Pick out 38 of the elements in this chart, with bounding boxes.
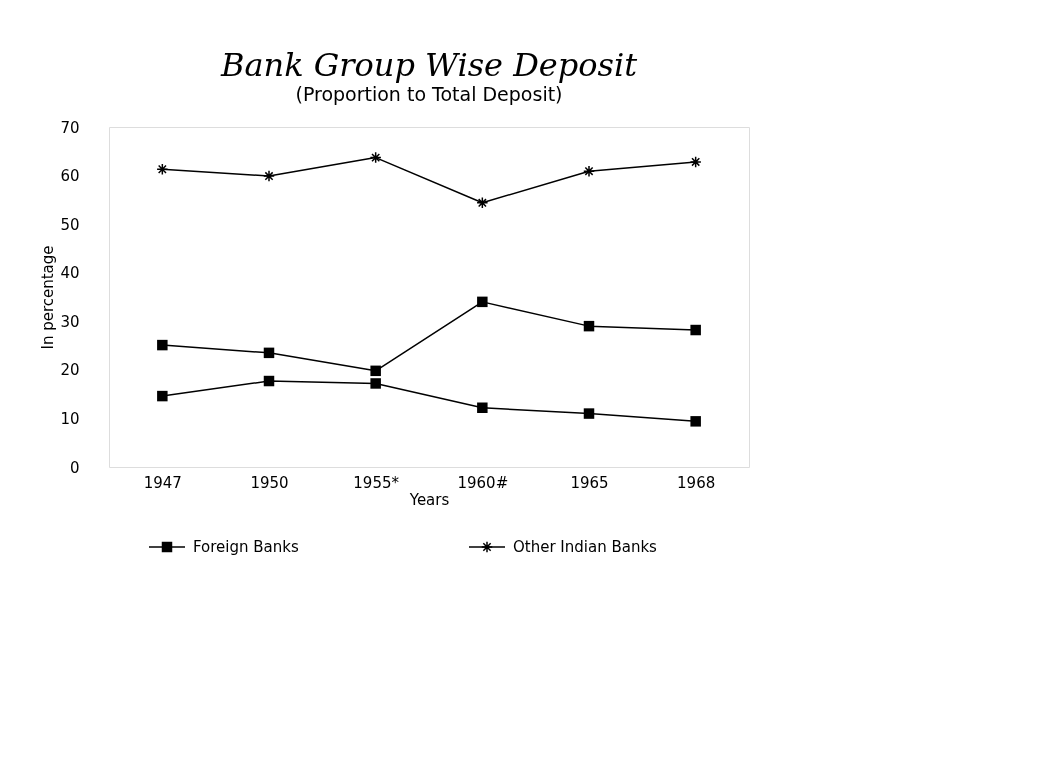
point — [690, 324, 701, 336]
y-tick-label: 60 — [60, 167, 80, 186]
y-tick-label: 0 — [69, 458, 80, 477]
chart-subtitle: (Proportion to Total Deposit) — [295, 83, 563, 105]
point — [583, 408, 595, 419]
point — [583, 165, 595, 178]
point — [157, 339, 168, 351]
y-tick-label: 50 — [60, 215, 80, 234]
y-tick-label: 30 — [60, 312, 80, 331]
point — [476, 196, 489, 209]
x-tick-label: 1955* — [353, 473, 400, 492]
legend-label: Other Indian Banks — [513, 538, 658, 556]
x-tick-label: 1960# — [457, 473, 509, 492]
point — [583, 320, 595, 332]
y-tick-label: 40 — [60, 264, 80, 283]
chart-title: Bank Group Wise Deposit — [219, 46, 638, 84]
point — [156, 163, 169, 176]
x-tick-label: 1947 — [143, 473, 182, 492]
point — [370, 365, 381, 377]
point — [690, 416, 701, 427]
x-tick-label: 1965 — [570, 473, 609, 492]
point — [157, 390, 168, 402]
point — [477, 402, 488, 413]
y-tick-label: 20 — [60, 361, 80, 380]
point — [263, 375, 275, 387]
y-axis-title: In percentage — [39, 245, 58, 350]
point — [263, 347, 275, 359]
point — [370, 378, 381, 389]
x-axis-title: Years — [408, 490, 450, 509]
point — [477, 296, 488, 308]
point — [263, 170, 275, 183]
y-tick-label: 70 — [60, 118, 80, 137]
x-tick-label: 1950 — [250, 473, 289, 492]
point — [689, 155, 702, 168]
point — [369, 151, 382, 164]
x-tick-label: 1968 — [677, 473, 716, 492]
y-tick-label: 10 — [60, 409, 80, 428]
legend-label: Foreign Banks — [193, 538, 299, 556]
